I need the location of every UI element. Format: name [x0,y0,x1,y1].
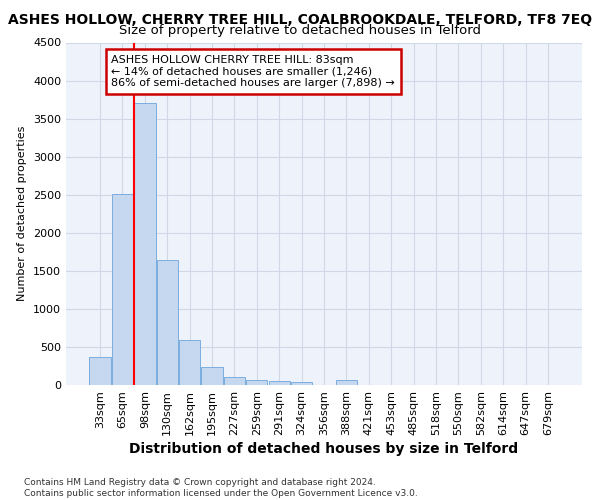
Bar [336,380,357,385]
Text: Size of property relative to detached houses in Telford: Size of property relative to detached ho… [119,24,481,37]
Bar [157,260,178,385]
Bar [134,102,155,385]
Text: ASHES HOLLOW CHERRY TREE HILL: 83sqm
← 14% of detached houses are smaller (1,246: ASHES HOLLOW CHERRY TREE HILL: 83sqm ← 1… [111,55,395,88]
Text: Contains HM Land Registry data © Crown copyright and database right 2024.
Contai: Contains HM Land Registry data © Crown c… [24,478,418,498]
Y-axis label: Number of detached properties: Number of detached properties [17,126,28,302]
Text: ASHES HOLLOW, CHERRY TREE HILL, COALBROOKDALE, TELFORD, TF8 7EQ: ASHES HOLLOW, CHERRY TREE HILL, COALBROO… [8,12,592,26]
Bar [269,381,290,385]
Bar [89,357,111,385]
Bar [112,194,133,385]
Bar [202,368,223,385]
Bar [246,380,268,385]
X-axis label: Distribution of detached houses by size in Telford: Distribution of detached houses by size … [130,442,518,456]
Bar [291,382,312,385]
Bar [179,340,200,385]
Bar [224,376,245,385]
